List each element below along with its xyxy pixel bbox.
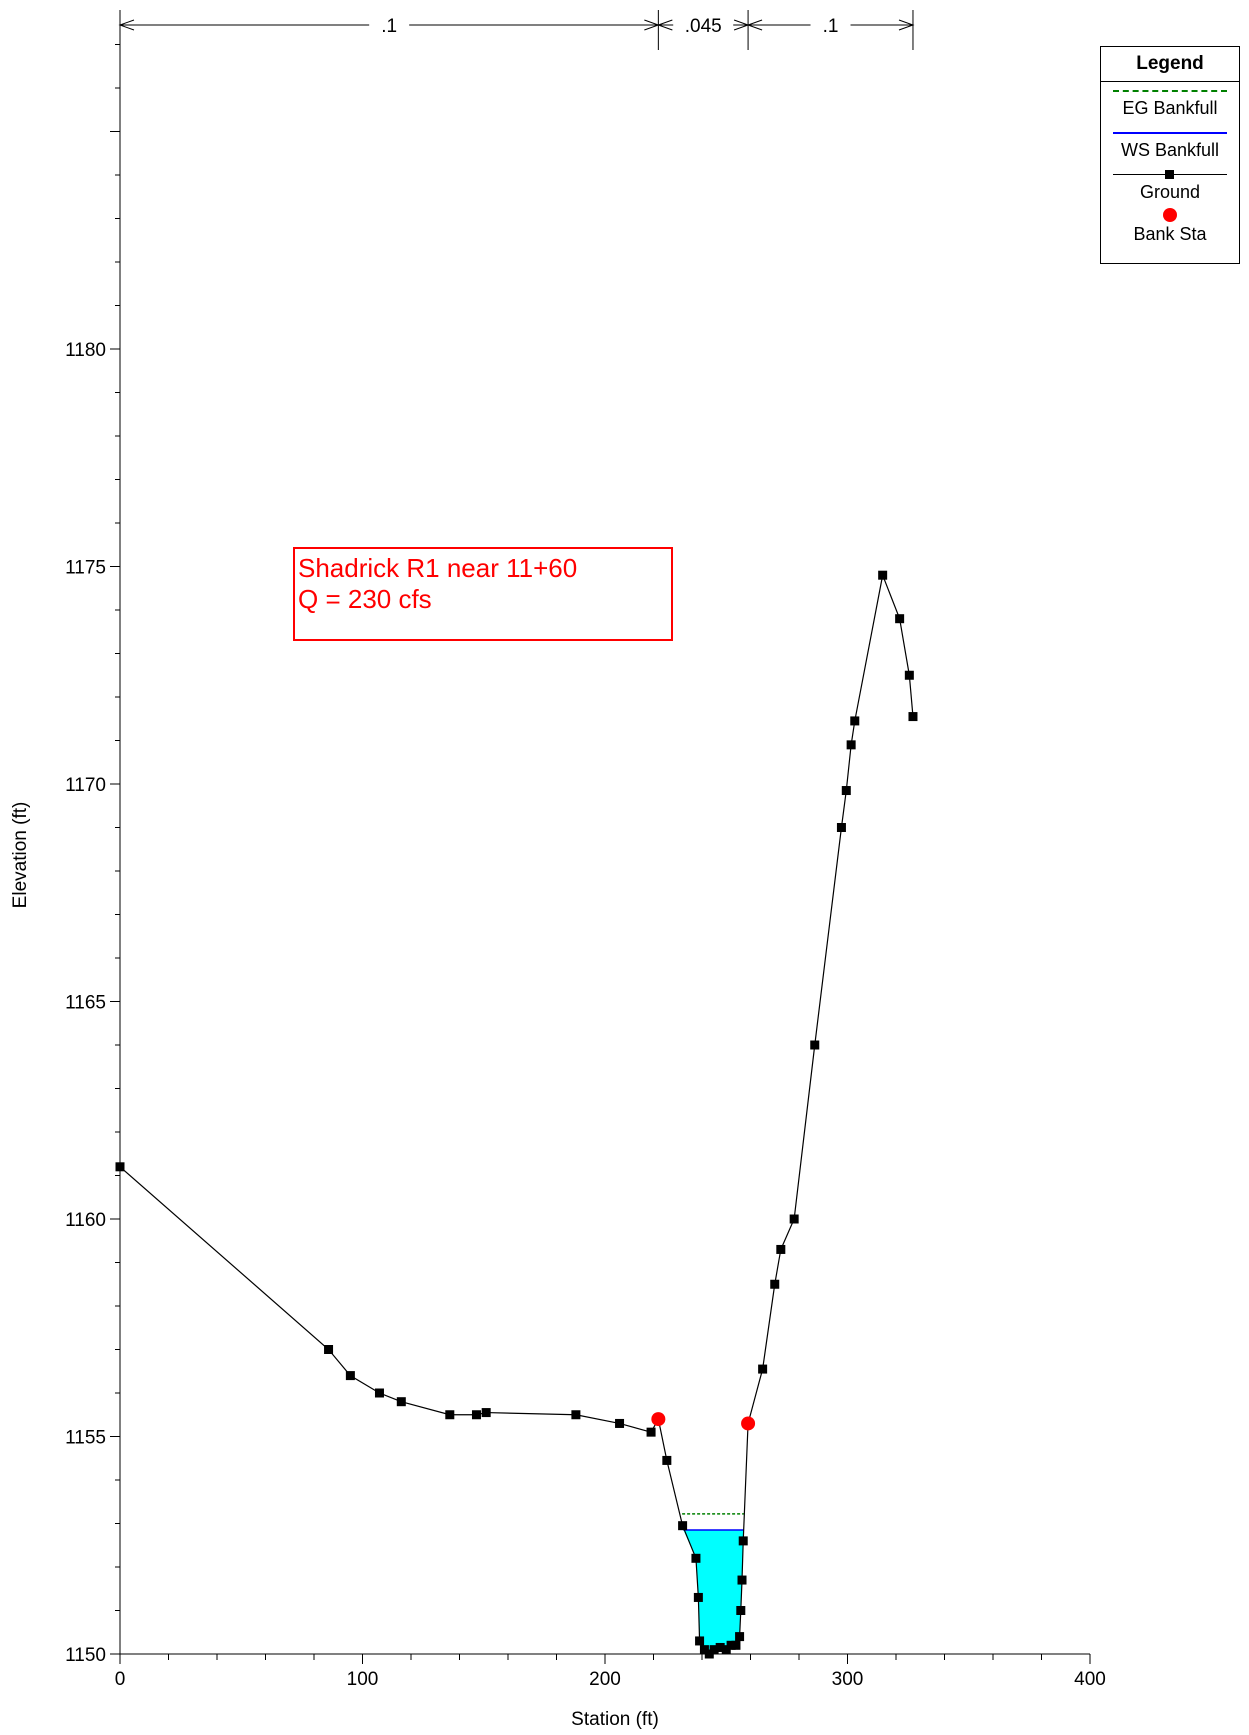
y-tick-label: 1170 xyxy=(65,775,106,796)
legend-label-ws-bankfull: WS Bankfull xyxy=(1120,140,1220,160)
ground-point xyxy=(695,1636,705,1646)
ground-point xyxy=(846,740,856,750)
x-tick-label: 100 xyxy=(347,1669,379,1690)
y-tick-label: 1175 xyxy=(65,558,106,579)
legend-label-eg-bankfull: EG Bankfull xyxy=(1122,98,1218,118)
ground-point xyxy=(115,1162,125,1172)
legend-item-ground: Ground xyxy=(1101,166,1239,208)
ground-point xyxy=(471,1410,481,1420)
roughness-arrow-left xyxy=(656,19,673,31)
data-layer xyxy=(115,570,918,1659)
ground-point xyxy=(789,1214,799,1224)
ground-point xyxy=(908,712,918,722)
ground-point xyxy=(735,1632,745,1642)
ground-point xyxy=(736,1606,746,1615)
annotation-box: Shadrick R1 near 11+60 Q = 230 cfs xyxy=(293,547,673,641)
axes-layer: 0 100 200 300 400 1150 1155 1160 1165 1170 1175 118… xyxy=(65,10,1106,1690)
ground-point xyxy=(731,1640,741,1650)
ground-point xyxy=(715,1642,725,1652)
ground-point xyxy=(738,1536,748,1546)
roughness-arrow-right xyxy=(898,19,915,31)
ground-point xyxy=(691,1553,701,1563)
annotation-discharge: Q = 230 cfs xyxy=(298,584,432,614)
roughness-label: .1 xyxy=(823,16,839,37)
ground-point xyxy=(810,1040,820,1050)
ground-point xyxy=(324,1345,334,1354)
ground-point xyxy=(758,1364,768,1374)
legend-title: Legend xyxy=(1101,51,1239,82)
x-tick-label: 0 xyxy=(115,1669,126,1690)
x-tick-label: 400 xyxy=(1074,1669,1106,1690)
y-tick-label: 1180 xyxy=(65,340,106,361)
ground-point xyxy=(481,1408,491,1418)
ground-point xyxy=(709,1645,719,1655)
ground-point xyxy=(678,1521,688,1531)
ground-marker-icon xyxy=(1165,170,1174,179)
ground-point xyxy=(726,1640,736,1650)
y-axis-label: Elevation (ft) xyxy=(10,802,31,909)
roughness-label: .1 xyxy=(381,16,397,37)
ground-point xyxy=(615,1418,625,1428)
ground-point xyxy=(737,1575,747,1585)
legend-item-bank-sta: Bank Sta xyxy=(1101,208,1239,250)
ground-point xyxy=(721,1645,731,1655)
x-axis-label: Station (ft) xyxy=(571,1709,659,1730)
ground-point xyxy=(693,1592,703,1602)
ground-point xyxy=(841,786,851,796)
roughness-arrow-left xyxy=(746,19,763,31)
roughness-bracket-layer: .1 .045 .1 xyxy=(118,10,915,50)
ground-point xyxy=(836,823,846,832)
ground-point xyxy=(776,1244,786,1254)
legend: Legend EG Bankfull WS Bankfull Ground Ba… xyxy=(1100,46,1240,264)
ground-point xyxy=(704,1649,714,1659)
ground-point xyxy=(571,1410,581,1420)
bank-station-point xyxy=(651,1412,666,1427)
x-tick-label: 200 xyxy=(589,1669,621,1690)
ground-point xyxy=(646,1427,656,1437)
ground-point xyxy=(374,1388,384,1398)
legend-label-bank-sta: Bank Sta xyxy=(1133,224,1207,244)
y-tick-label: 1155 xyxy=(65,1428,106,1449)
bank-sta-marker-icon xyxy=(1163,208,1177,222)
ground-point xyxy=(878,570,888,580)
annotation-title: Shadrick R1 near 11+60 xyxy=(298,553,578,583)
ground-point xyxy=(850,716,860,726)
ground-point xyxy=(345,1371,355,1381)
ground-line xyxy=(119,573,914,1655)
y-tick-label: 1165 xyxy=(65,993,106,1014)
legend-item-eg-bankfull: EG Bankfull xyxy=(1101,82,1239,124)
ground-point xyxy=(904,670,914,680)
y-tick-label: 1160 xyxy=(65,1210,106,1231)
ground-point xyxy=(699,1645,709,1655)
ground-point xyxy=(770,1279,780,1289)
ws-bankfull-swatch xyxy=(1113,132,1227,134)
bank-station-point xyxy=(741,1416,756,1431)
y-tick-label: 1150 xyxy=(65,1645,106,1666)
legend-item-ws-bankfull: WS Bankfull xyxy=(1101,124,1239,166)
ground-point xyxy=(895,614,905,624)
ground-point xyxy=(662,1455,672,1465)
roughness-label: .045 xyxy=(685,16,722,37)
ground-point xyxy=(445,1410,455,1420)
legend-label-ground: Ground xyxy=(1139,182,1201,202)
x-tick-label: 300 xyxy=(832,1669,864,1690)
ground-point xyxy=(396,1397,406,1407)
eg-bankfull-swatch xyxy=(1113,90,1227,92)
